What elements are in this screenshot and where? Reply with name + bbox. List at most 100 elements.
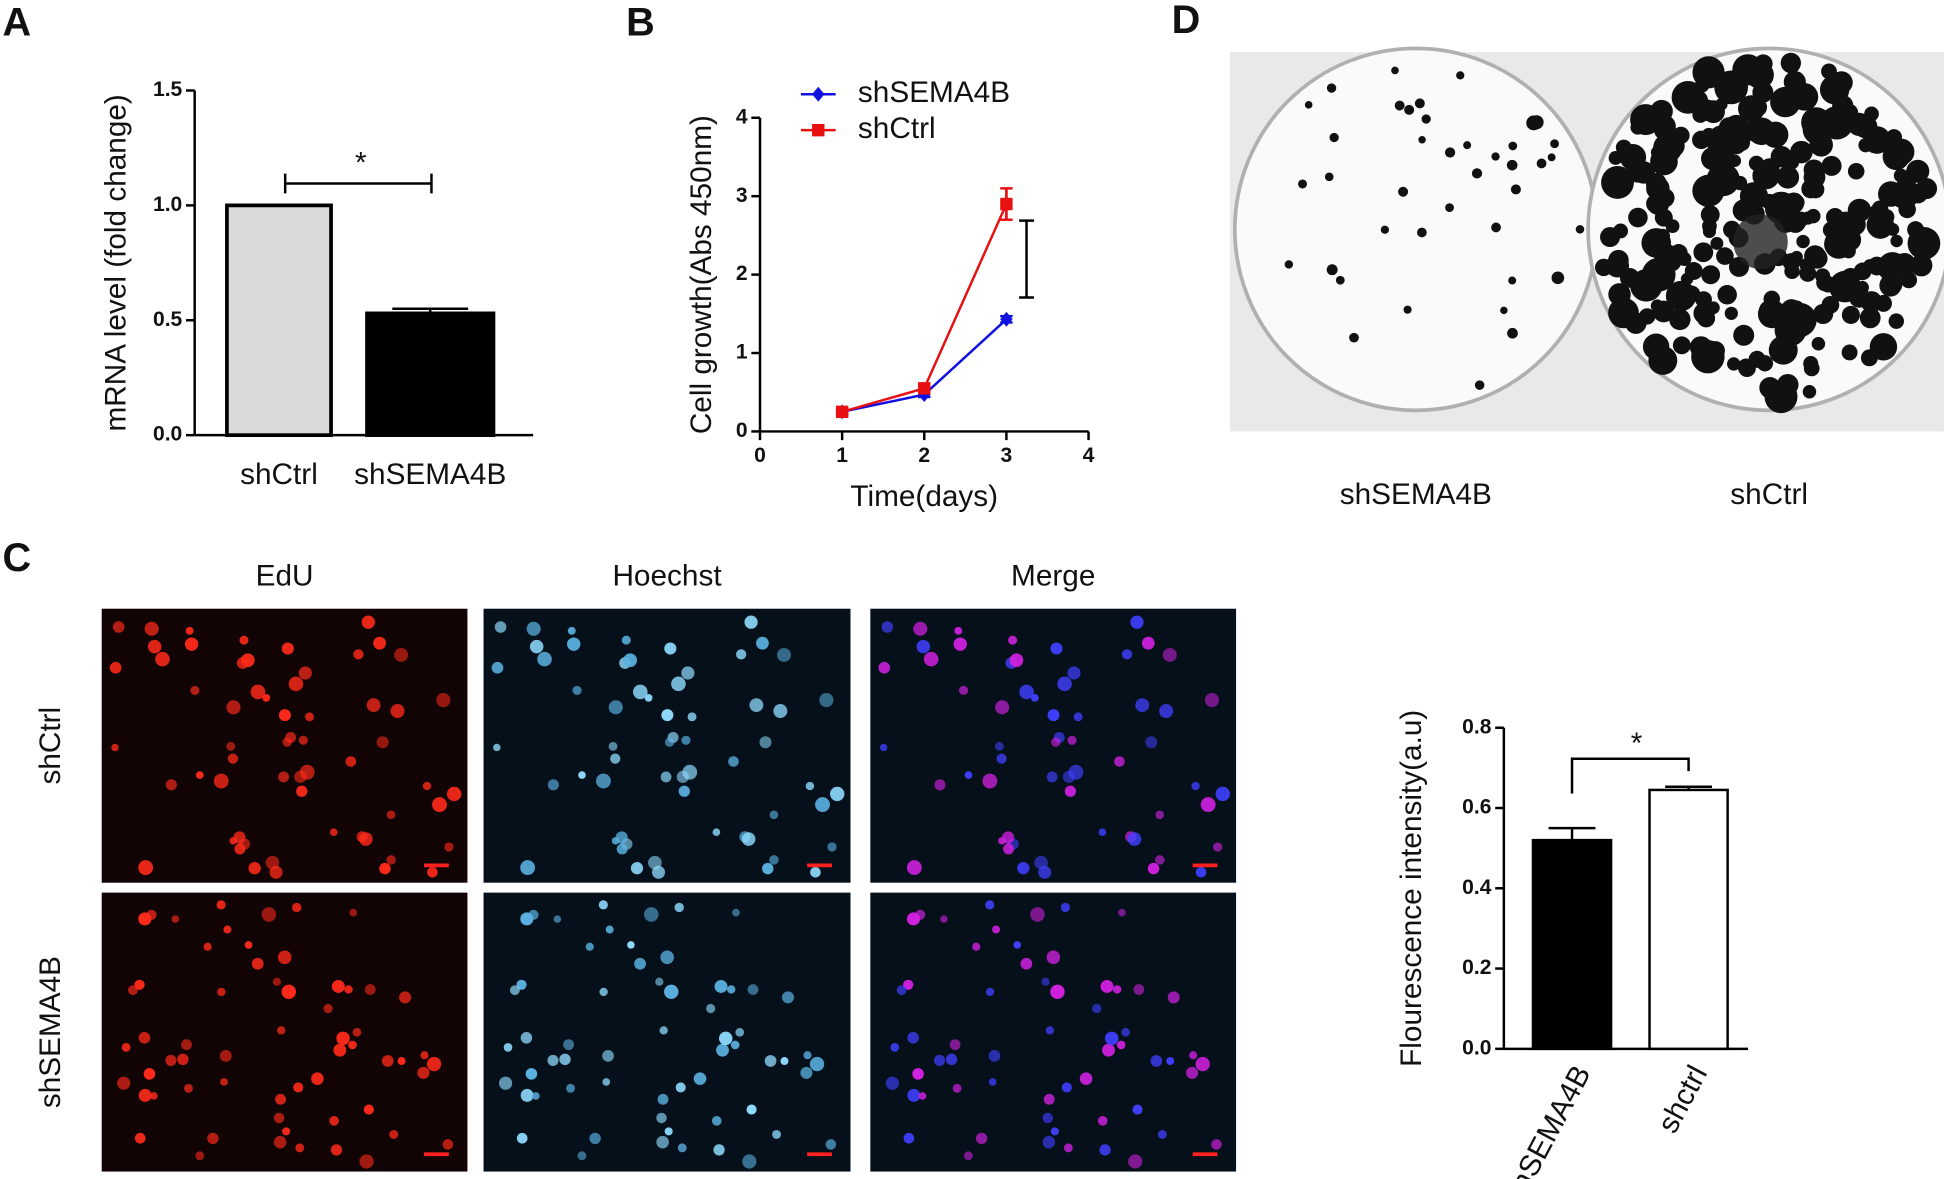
cell <box>879 743 888 752</box>
colony <box>1672 126 1690 145</box>
column-label: Hoechst <box>612 560 722 593</box>
colony <box>1304 101 1313 109</box>
cell <box>244 941 253 949</box>
cell <box>112 621 125 633</box>
images <box>101 46 1944 1172</box>
cell <box>693 1072 707 1085</box>
cell <box>305 712 314 722</box>
colony <box>1471 168 1483 179</box>
colony <box>1752 81 1774 103</box>
colony <box>1510 184 1521 195</box>
colony <box>1898 200 1916 219</box>
colony <box>1547 153 1556 162</box>
cell <box>749 698 764 713</box>
cell <box>602 1050 614 1062</box>
cell <box>992 925 1001 934</box>
x-tick-label: 2 <box>918 444 930 467</box>
cell <box>149 1092 158 1100</box>
cell <box>181 1039 192 1051</box>
plate-label: shSEMA4B <box>1340 478 1492 511</box>
cell <box>907 1088 921 1102</box>
cell <box>830 786 845 802</box>
colony <box>1665 219 1680 234</box>
cell <box>559 1053 571 1066</box>
cell <box>1157 1129 1167 1139</box>
cell <box>128 985 138 996</box>
cell <box>336 1031 350 1046</box>
cell <box>1141 636 1155 650</box>
cell <box>621 635 631 645</box>
colony <box>1860 349 1878 367</box>
y-tick-label: 1.5 <box>153 78 183 101</box>
cell <box>1067 666 1081 680</box>
cell <box>940 915 948 923</box>
colony <box>1335 275 1345 285</box>
colony <box>1608 151 1623 165</box>
colony <box>1700 205 1720 225</box>
colony <box>1706 125 1739 158</box>
cell <box>805 781 815 791</box>
plate-label: shCtrl <box>1730 478 1808 511</box>
cell <box>184 637 199 651</box>
cell <box>1097 1116 1108 1126</box>
cell <box>520 1088 534 1102</box>
colony <box>1806 208 1821 224</box>
marker <box>1000 197 1013 211</box>
cell <box>825 1139 837 1150</box>
cell <box>890 1043 900 1052</box>
cell <box>547 1054 559 1066</box>
cell <box>598 900 608 910</box>
cell <box>1130 615 1144 629</box>
colony <box>1799 264 1817 282</box>
cell <box>329 828 338 837</box>
colony <box>1733 324 1755 346</box>
cell <box>903 1132 915 1144</box>
marker <box>835 405 849 419</box>
cell <box>952 1083 962 1093</box>
cell <box>714 979 728 993</box>
colony <box>1776 373 1799 396</box>
cell <box>491 661 504 674</box>
cell <box>1063 1143 1073 1153</box>
colony <box>1594 258 1613 277</box>
cell <box>773 704 788 719</box>
cell <box>344 985 353 994</box>
colony <box>1474 380 1485 390</box>
cell <box>379 862 391 875</box>
colony <box>1910 254 1933 277</box>
cell <box>1062 770 1076 783</box>
colony <box>1613 223 1629 239</box>
cell <box>1092 1003 1102 1014</box>
y-tick-label: 2 <box>736 262 748 285</box>
colony <box>1691 339 1725 374</box>
colony <box>1601 166 1634 199</box>
colony <box>1776 165 1800 189</box>
cell <box>945 1053 958 1066</box>
cell <box>994 741 1004 751</box>
cell <box>498 1076 513 1090</box>
cell <box>281 984 297 1000</box>
cell <box>903 979 914 990</box>
cell <box>712 828 721 837</box>
colony <box>1394 100 1405 111</box>
cell <box>353 649 364 660</box>
cell <box>815 797 830 813</box>
cell <box>711 1116 722 1126</box>
cell <box>1212 842 1223 852</box>
colony <box>1727 357 1741 371</box>
colony <box>1660 250 1682 272</box>
cell <box>520 860 536 875</box>
cell <box>248 862 261 875</box>
cell <box>1030 693 1039 702</box>
cell <box>954 626 963 635</box>
cell <box>1191 781 1200 791</box>
cell <box>827 842 837 852</box>
cell <box>657 1093 669 1105</box>
colony <box>1724 306 1738 320</box>
cell <box>907 1032 919 1044</box>
colony <box>1803 356 1819 372</box>
colony <box>1782 253 1801 271</box>
colony <box>1780 52 1801 74</box>
cell <box>1116 1040 1126 1050</box>
cell <box>975 1132 988 1145</box>
